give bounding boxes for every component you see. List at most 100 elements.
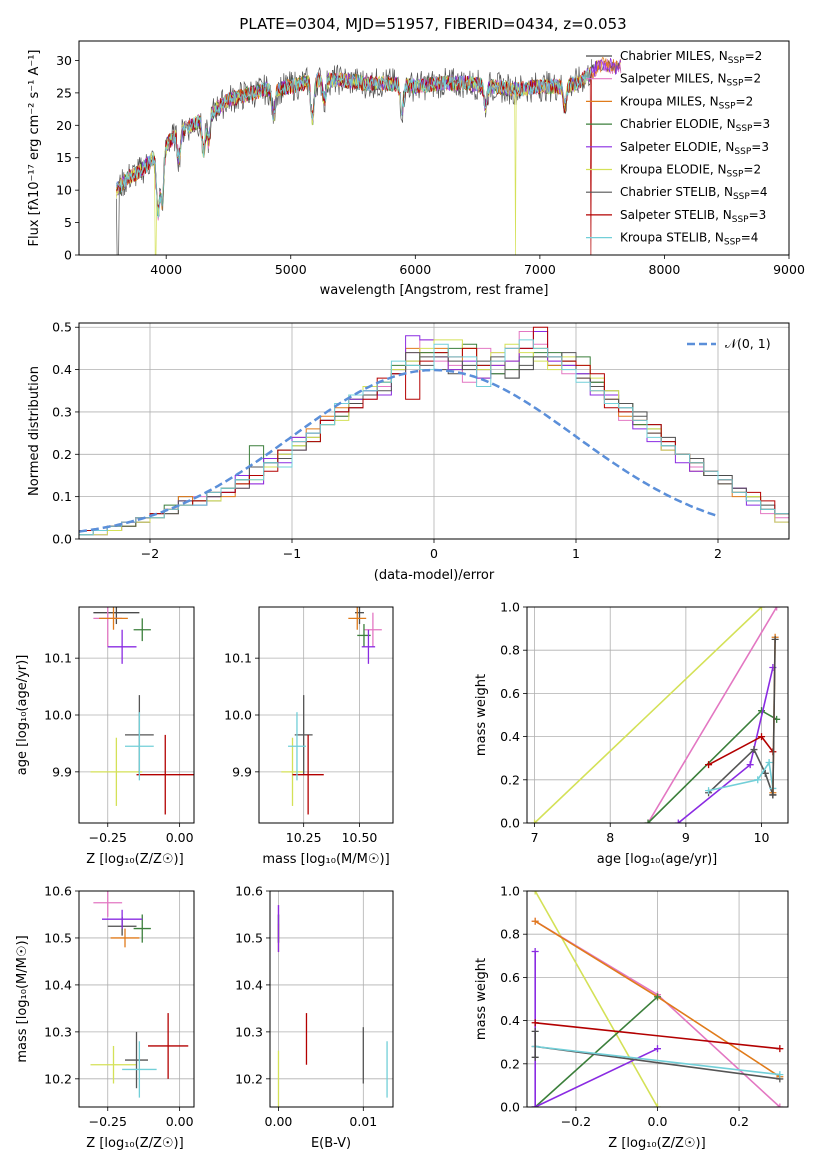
x-tick-label: 0.00	[265, 1114, 293, 1129]
y-tick-label: 30	[56, 53, 72, 68]
y-tick-label: 5	[64, 215, 72, 230]
legend-label: Chabrier ELODIE, NSSP=3	[620, 117, 770, 134]
y-tick-label: 10	[56, 183, 72, 198]
x-tick-label: 6000	[399, 262, 431, 277]
panel-4-marks	[531, 607, 781, 823]
y-tick-label: 10.1	[224, 651, 252, 666]
weight-marker	[746, 761, 754, 769]
weight-marker	[771, 635, 779, 643]
weight-line	[534, 996, 659, 1107]
x-tick-label: 4000	[150, 262, 182, 277]
y-tick-label: 10.0	[44, 708, 72, 723]
x-tick-label: 9	[682, 830, 690, 845]
y-tick-label: 0.3	[52, 404, 72, 419]
y-tick-label: 0.2	[52, 447, 72, 462]
panel-5: −0.25 0.00 10.2 10.3 10.4 10.5 10.6 Z [log₁₀(Z/…	[15, 884, 195, 1151]
legend-label: 𝒩(0, 1)	[725, 336, 771, 351]
x-tick-label: 0.2	[729, 1114, 749, 1129]
panel-5-marks	[90, 891, 189, 1098]
spectrum-ylabel: Flux [fλ10⁻¹⁷ erg cm⁻² s⁻¹ A⁻¹]	[27, 50, 42, 247]
weight-marker	[769, 791, 777, 799]
weight-marker	[531, 819, 539, 823]
spectrum-ticks: 4000 5000 6000 7000 8000 9000 0 5 10 15 20 25 30	[56, 53, 805, 277]
weight-marker	[750, 746, 758, 754]
weight-line	[535, 1045, 780, 1076]
parameter-panels: −0.25 0.00 9.9 10.0 10.1 Z [log₁₀(Z/Z☉)] age […	[15, 600, 789, 1151]
y-tick-label: 0.4	[52, 362, 72, 377]
weight-marker	[531, 947, 539, 955]
y-tick-label: 10.4	[44, 977, 72, 992]
x-tick-label: 10.25	[286, 830, 322, 845]
y-tick-label: 0.6	[500, 686, 520, 701]
x-tick-label: 0	[430, 546, 438, 561]
residual-panel: −2 −1 0 1 2 0.0 0.1 0.2 0.3 0.4 0.5 𝒩(0, 1) (data-…	[27, 320, 790, 583]
weight-line	[647, 709, 778, 823]
weight-marker	[644, 819, 652, 823]
y-tick-label: 10.4	[235, 977, 263, 992]
weight-marker	[761, 769, 769, 777]
legend-label: Salpeter MILES, NSSP=2	[620, 72, 761, 89]
y-tick-label: 0.8	[500, 643, 520, 658]
weight-line	[708, 748, 774, 796]
weight-marker	[654, 1045, 661, 1053]
panel-xlabel: Z [log₁₀(Z/Z☉)]	[608, 1136, 705, 1151]
spectrum-frame	[78, 40, 790, 256]
legend-label: Kroupa STELIB, NSSP=4	[620, 231, 758, 248]
y-tick-label: 0.4	[500, 729, 520, 744]
residual-plot-area	[78, 326, 789, 536]
y-tick-label: 0.0	[500, 1100, 520, 1115]
y-tick-label: 0.0	[52, 532, 72, 547]
weight-line	[534, 891, 659, 1107]
panel-6-marks	[277, 905, 388, 1107]
x-tick-label: −1	[283, 546, 301, 561]
weight-marker	[654, 993, 661, 1001]
y-tick-label: 10.6	[44, 884, 72, 899]
x-tick-label: 0.00	[166, 1114, 194, 1129]
panel-3: 10.25 10.50 9.9 10.0 10.1 mass [log₁₀(M/M☉)]	[224, 606, 394, 867]
residual-ylabel: Normed distribution	[27, 366, 42, 496]
weight-marker	[776, 1045, 784, 1053]
legend-label: Kroupa MILES, NSSP=2	[620, 94, 753, 111]
weight-marker	[773, 607, 781, 611]
x-tick-label: −0.25	[89, 1114, 127, 1129]
x-tick-label: 2	[714, 546, 722, 561]
x-tick-label: 7	[531, 830, 539, 845]
panel-ylabel: mass [log₁₀(M/M☉)]	[15, 935, 30, 1062]
y-tick-label: 0.2	[500, 1056, 520, 1071]
y-tick-label: 10.2	[235, 1071, 263, 1086]
y-tick-label: 20	[56, 118, 72, 133]
panel-4: 7 8 9 10 0.0 0.2 0.4 0.6 0.8 1.0 age [log₁₀(age/yr…	[474, 600, 789, 867]
x-tick-label: 0.0	[648, 1114, 668, 1129]
panel-xlabel: Z [log₁₀(Z/Z☉)]	[86, 1136, 183, 1151]
legend-label: Chabrier MILES, NSSP=2	[620, 49, 762, 66]
y-tick-label: 0.0	[500, 816, 520, 831]
panel-frame	[526, 606, 789, 824]
panel-frame	[269, 890, 394, 1108]
x-tick-label: 1	[572, 546, 580, 561]
x-tick-label: −0.25	[89, 830, 127, 845]
weight-line	[534, 607, 763, 823]
y-tick-label: 10.5	[235, 930, 263, 945]
x-tick-label: 7000	[524, 262, 556, 277]
residual-legend: 𝒩(0, 1)	[687, 336, 771, 351]
x-tick-label: 0.01	[349, 1114, 377, 1129]
weight-marker	[531, 917, 539, 925]
y-tick-label: 10.3	[44, 1024, 72, 1039]
y-tick-label: 10.3	[235, 1024, 263, 1039]
weight-marker	[705, 787, 713, 795]
spectrum-series-salpeter-stelib	[116, 69, 593, 256]
weight-marker	[758, 733, 766, 741]
panel-6: 0.00 0.01 10.2 10.3 10.4 10.5 10.6 E(B-V)	[235, 884, 394, 1151]
normal-curve	[78, 368, 719, 533]
residual-xlabel: (data-model)/error	[374, 568, 495, 583]
panel-xlabel: age [log₁₀(age/yr)]	[597, 852, 718, 867]
y-tick-label: 9.9	[52, 764, 72, 779]
spectrum-series-kroupa-stelib	[116, 69, 593, 218]
y-tick-label: 15	[56, 150, 72, 165]
weight-marker	[531, 891, 539, 895]
y-tick-label: 1.0	[500, 600, 520, 615]
spectrum-xlabel: wavelength [Angstrom, rest frame]	[320, 283, 549, 298]
panel-3-marks	[281, 607, 382, 815]
x-tick-label: 8	[606, 830, 614, 845]
